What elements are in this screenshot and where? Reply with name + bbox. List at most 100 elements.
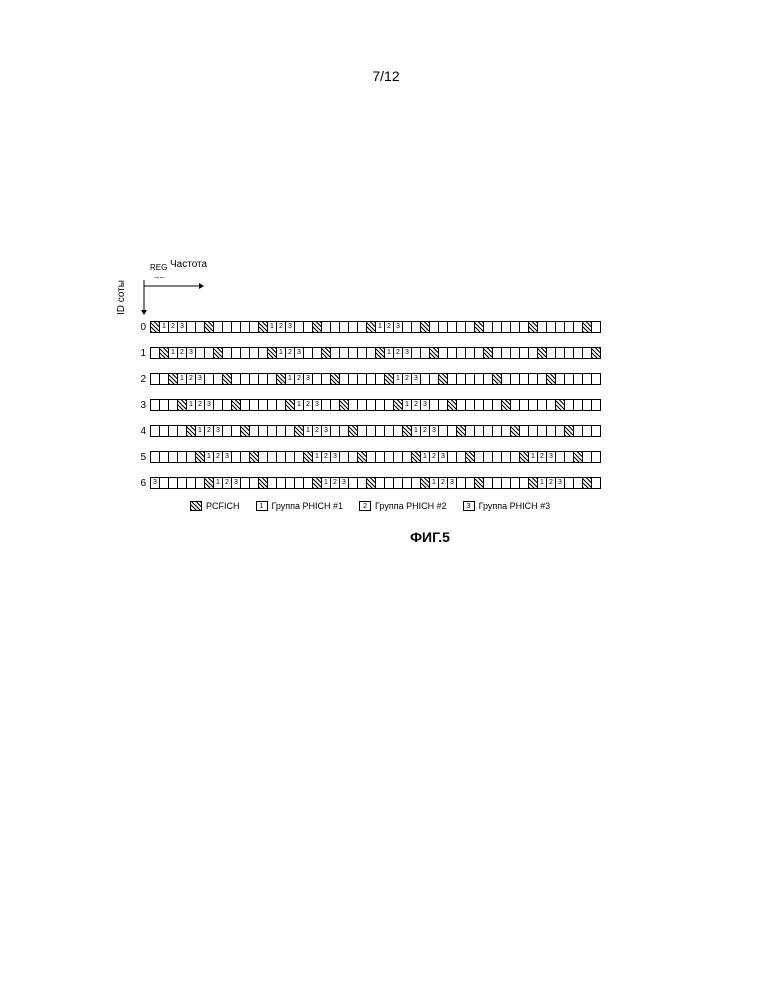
cell-pcfich <box>348 425 357 437</box>
grid-row: 5123123123123 <box>130 449 630 465</box>
cell-phich: 2 <box>546 477 555 489</box>
cell-empty <box>573 373 582 385</box>
cell-phich: 3 <box>213 425 222 437</box>
cell-pcfich <box>420 321 429 333</box>
cell-phich: 3 <box>402 347 411 359</box>
legend-swatch-num: 1 <box>256 501 268 511</box>
cell-empty <box>258 451 267 463</box>
cell-phich: 2 <box>195 399 204 411</box>
cell-phich: 2 <box>312 425 321 437</box>
cell-empty <box>276 399 285 411</box>
cell-phich: 1 <box>375 321 384 333</box>
cell-empty <box>456 347 465 359</box>
cell-pcfich <box>393 399 402 411</box>
cell-empty <box>303 321 312 333</box>
cell-phich: 2 <box>429 451 438 463</box>
cell-empty <box>267 425 276 437</box>
cell-phich: 3 <box>177 321 186 333</box>
cell-empty <box>582 399 591 411</box>
cell-empty <box>501 451 510 463</box>
cell-phich: 1 <box>420 451 429 463</box>
cell-empty <box>168 425 177 437</box>
cell-empty <box>546 347 555 359</box>
cell-empty <box>393 477 402 489</box>
cell-phich: 2 <box>303 399 312 411</box>
cell-pcfich <box>312 321 321 333</box>
grid-strip: 123123123 <box>150 347 601 359</box>
cell-empty <box>537 321 546 333</box>
cell-empty <box>249 373 258 385</box>
cell-empty <box>366 399 375 411</box>
cell-pcfich <box>204 477 213 489</box>
cell-empty <box>474 373 483 385</box>
cell-empty <box>483 373 492 385</box>
cell-empty <box>240 399 249 411</box>
cell-empty <box>375 373 384 385</box>
page-number: 7/12 <box>0 68 772 84</box>
cell-empty <box>447 425 456 437</box>
cell-pcfich <box>483 347 492 359</box>
cell-empty <box>501 477 510 489</box>
cell-empty <box>483 451 492 463</box>
cell-empty <box>528 399 537 411</box>
cell-pcfich <box>474 321 483 333</box>
cell-empty <box>465 321 474 333</box>
cell-empty <box>258 425 267 437</box>
cell-empty <box>573 321 582 333</box>
cell-empty <box>519 399 528 411</box>
cell-empty <box>348 477 357 489</box>
cell-empty <box>465 477 474 489</box>
cell-empty <box>150 425 159 437</box>
cell-phich: 1 <box>195 425 204 437</box>
cell-empty <box>564 373 573 385</box>
cell-empty <box>240 477 249 489</box>
cell-empty <box>240 321 249 333</box>
cell-phich: 2 <box>321 451 330 463</box>
cell-phich: 1 <box>159 321 168 333</box>
cell-phich: 2 <box>393 347 402 359</box>
cell-empty <box>168 477 177 489</box>
cell-phich: 3 <box>204 399 213 411</box>
cell-empty <box>195 477 204 489</box>
cell-pcfich <box>411 451 420 463</box>
cell-empty <box>555 373 564 385</box>
cell-pcfich <box>537 347 546 359</box>
cell-empty <box>330 321 339 333</box>
cell-empty <box>249 425 258 437</box>
cell-empty <box>240 451 249 463</box>
cell-empty <box>456 373 465 385</box>
legend-item: 3Группа PHICH #3 <box>463 501 551 511</box>
cell-empty <box>231 373 240 385</box>
cell-empty <box>240 373 249 385</box>
cell-pcfich <box>195 451 204 463</box>
cell-empty <box>438 321 447 333</box>
cell-empty <box>348 373 357 385</box>
cell-empty <box>348 399 357 411</box>
cell-pcfich <box>285 399 294 411</box>
cell-empty <box>357 373 366 385</box>
cell-pcfich <box>429 347 438 359</box>
cell-empty <box>321 373 330 385</box>
cell-empty <box>384 477 393 489</box>
cell-empty <box>222 425 231 437</box>
cell-pcfich <box>366 321 375 333</box>
cell-empty <box>276 477 285 489</box>
cell-empty <box>564 477 573 489</box>
cell-phich: 2 <box>411 399 420 411</box>
cell-pcfich <box>357 451 366 463</box>
cell-pcfich <box>312 477 321 489</box>
cell-phich: 1 <box>528 451 537 463</box>
cell-empty <box>267 451 276 463</box>
cell-empty <box>384 399 393 411</box>
cell-empty <box>276 451 285 463</box>
cell-phich: 3 <box>420 399 429 411</box>
cell-empty <box>393 451 402 463</box>
cell-pcfich <box>249 451 258 463</box>
cell-empty <box>591 477 600 489</box>
cell-empty <box>204 347 213 359</box>
cell-empty <box>213 321 222 333</box>
cell-empty <box>303 477 312 489</box>
cell-empty <box>186 477 195 489</box>
cell-phich: 1 <box>411 425 420 437</box>
y-axis-label: ID соты <box>116 280 127 315</box>
